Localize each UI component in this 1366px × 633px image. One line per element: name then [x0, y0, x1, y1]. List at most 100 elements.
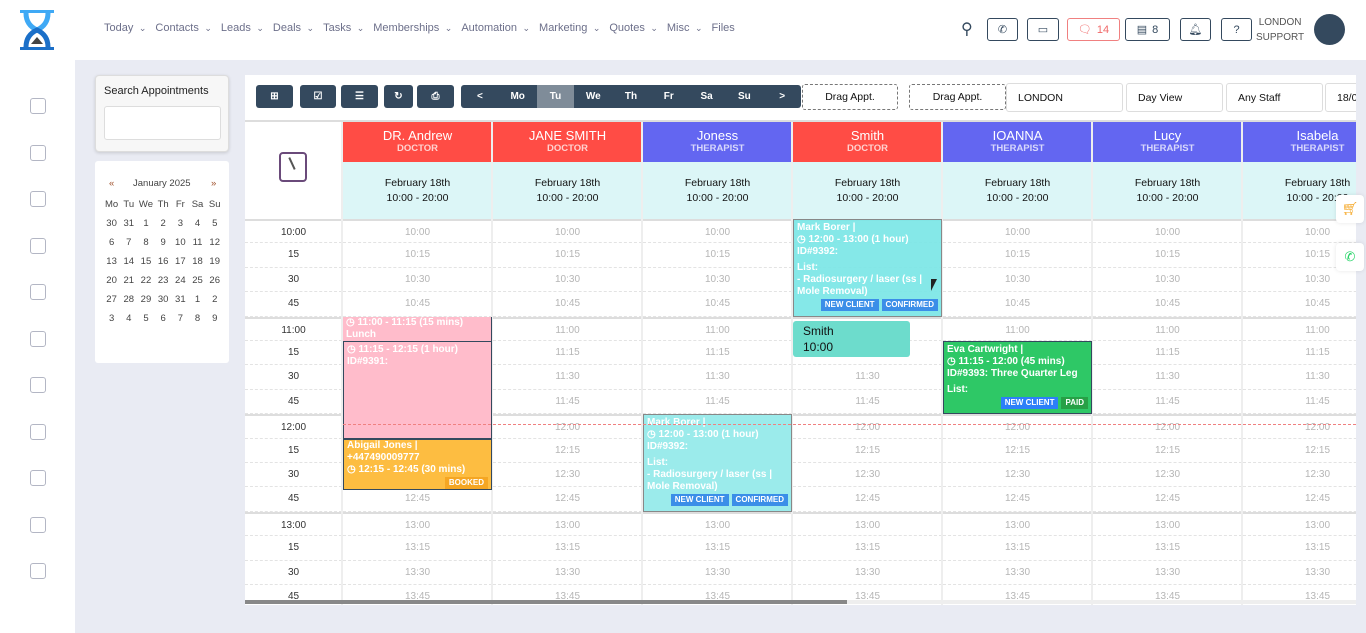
time-slot[interactable]: 12:45	[943, 487, 1092, 512]
nav-leads[interactable]: Leads	[221, 22, 264, 34]
calendar-day[interactable]: 1	[194, 294, 201, 305]
calendar-day[interactable]: 3	[108, 313, 115, 324]
time-slot[interactable]: 10:15	[1243, 243, 1356, 268]
nav-deals[interactable]: Deals	[273, 22, 314, 34]
time-slot[interactable]: 11:00	[1093, 316, 1242, 341]
calendar-day[interactable]: 2	[160, 218, 166, 229]
time-slot[interactable]: 13:15	[1243, 536, 1356, 561]
time-slot[interactable]: 13:00	[943, 511, 1092, 537]
calendar-day[interactable]: 2	[212, 294, 218, 305]
appointment[interactable]: ◷ 11:15 - 12:15 (1 hour) ID#9391:	[343, 341, 492, 439]
gift-icon[interactable]	[30, 330, 46, 347]
calendar-day[interactable]: 9	[212, 313, 218, 324]
time-slot[interactable]: 11:15	[1243, 341, 1356, 366]
time-slot[interactable]: 10:30	[1243, 268, 1356, 293]
time-slot[interactable]: 11:00	[943, 316, 1092, 341]
appointment[interactable]: Eva Cartwright | ◷ 11:15 - 12:00 (45 mins…	[943, 341, 1092, 415]
drag-appt-2[interactable]: Drag Appt.	[909, 84, 1006, 110]
user-name[interactable]: LONDON SUPPORT	[1256, 15, 1304, 45]
time-slot[interactable]: 12:15	[793, 439, 942, 463]
time-slot[interactable]: 11:45	[793, 390, 942, 415]
calendar-day[interactable]: 5	[212, 218, 218, 229]
time-slot[interactable]: 11:15	[493, 341, 642, 366]
calendar-day[interactable]: 27	[106, 294, 117, 305]
time-slot[interactable]: 12:45	[1093, 487, 1242, 512]
calendar-day[interactable]: 31	[123, 218, 135, 229]
calendar-day[interactable]: 4	[194, 218, 201, 229]
calendar-day[interactable]: 3	[177, 218, 183, 229]
time-slot[interactable]: 12:30	[943, 463, 1092, 488]
day-next[interactable]: >	[779, 91, 786, 102]
search-icon[interactable]: ⚲	[961, 21, 973, 38]
time-slot[interactable]: 11:30	[793, 365, 942, 390]
inbox-button[interactable]: ▭	[1027, 18, 1059, 41]
calendar-day[interactable]: 10	[175, 237, 186, 248]
report-icon[interactable]	[30, 470, 46, 486]
calendar-day[interactable]: 6	[160, 313, 166, 324]
nav-contacts[interactable]: Contacts	[155, 22, 211, 34]
time-slot[interactable]: 11:45	[643, 390, 792, 415]
calendar-icon[interactable]	[30, 98, 46, 114]
time-slot[interactable]: 10:30	[1093, 268, 1242, 293]
time-slot[interactable]: 12:30	[1243, 463, 1356, 488]
copy-icon[interactable]	[30, 191, 46, 207]
calendar-day[interactable]: 11	[192, 237, 203, 248]
calendar-day[interactable]: 30	[157, 294, 169, 305]
calendar-day[interactable]: 16	[157, 256, 169, 267]
staff-header[interactable]: Lucy THERAPIST	[1093, 122, 1242, 162]
time-slot[interactable]: 11:30	[643, 365, 792, 390]
calendar-day[interactable]: 5	[143, 313, 149, 324]
time-slot[interactable]: 13:30	[493, 561, 642, 585]
help-button[interactable]: ?	[1221, 18, 1252, 41]
time-slot[interactable]: 11:00	[493, 316, 642, 341]
drag-appt-1[interactable]: Drag Appt.	[802, 84, 898, 110]
time-slot[interactable]: 11:15	[1093, 341, 1242, 366]
time-slot[interactable]: 10:45	[1093, 292, 1242, 317]
nav-misc[interactable]: Misc	[667, 22, 703, 34]
check-button[interactable]: ☑	[300, 85, 336, 108]
time-slot[interactable]: 12:15	[493, 439, 642, 463]
time-slot[interactable]: 13:00	[643, 511, 792, 537]
calendar-day[interactable]: 26	[209, 275, 220, 286]
time-slot[interactable]: 13:30	[1093, 561, 1242, 585]
time-slot[interactable]: 13:15	[793, 536, 942, 561]
time-slot[interactable]: 13:30	[943, 561, 1092, 585]
time-slot[interactable]: 10:30	[943, 268, 1092, 293]
time-slot[interactable]: 11:45	[1243, 390, 1356, 415]
view-select[interactable]: Day View	[1126, 83, 1223, 112]
time-slot[interactable]: 10:15	[1093, 243, 1242, 268]
time-slot[interactable]: 13:15	[643, 536, 792, 561]
time-slot[interactable]: 11:30	[1093, 365, 1242, 390]
prev-month-button[interactable]: «	[109, 178, 115, 189]
time-slot[interactable]: 10:45	[493, 292, 642, 317]
time-slot[interactable]: 10:45	[643, 292, 792, 317]
nav-memberships[interactable]: Memberships	[373, 22, 452, 34]
nav-today[interactable]: Today	[104, 22, 146, 34]
calendar-day[interactable]: 1	[143, 218, 149, 229]
day-sa[interactable]: Sa	[700, 91, 713, 102]
day-we[interactable]: We	[585, 91, 601, 102]
time-slot[interactable]: 10:45	[943, 292, 1092, 317]
calendar-day[interactable]: 31	[175, 294, 186, 305]
time-slot[interactable]: 11:00	[1243, 316, 1356, 341]
location-select[interactable]: LONDON	[1006, 83, 1123, 112]
time-slot[interactable]: 12:30	[793, 463, 942, 488]
user-icon[interactable]	[30, 516, 46, 533]
staff-select[interactable]: Any Staff	[1226, 83, 1323, 112]
time-slot[interactable]: 11:30	[1243, 365, 1356, 390]
inbox-icon[interactable]	[30, 237, 46, 254]
nav-files[interactable]: Files	[711, 22, 735, 34]
time-slot[interactable]: 10:00	[1093, 219, 1242, 244]
time-slot[interactable]: 10:00	[343, 219, 492, 244]
nav-quotes[interactable]: Quotes	[609, 22, 658, 34]
time-slot[interactable]: 13:15	[1093, 536, 1242, 561]
time-slot[interactable]: 12:30	[493, 463, 642, 488]
time-slot[interactable]: 10:30	[643, 268, 792, 293]
avatar[interactable]	[1314, 14, 1345, 45]
refresh-button[interactable]: ↻	[384, 85, 413, 108]
time-slot[interactable]: 11:30	[493, 365, 642, 390]
calendar-day[interactable]: 15	[140, 256, 152, 267]
nav-marketing[interactable]: Marketing	[539, 22, 600, 34]
search-input[interactable]	[104, 106, 221, 140]
staff-header[interactable]: IOANNA THERAPIST	[943, 122, 1092, 162]
